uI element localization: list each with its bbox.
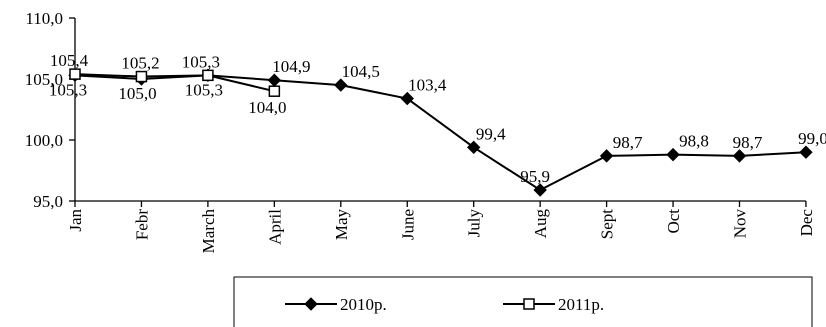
data-label-2010: 105,0 [118, 84, 156, 103]
data-point-2011 [268, 85, 281, 97]
data-point-2011 [69, 68, 81, 80]
x-tick-label: Dec [797, 209, 816, 237]
data-label-2010: 105,3 [49, 80, 87, 99]
data-point-2011 [135, 70, 148, 83]
data-label-2010: 105,3 [185, 80, 223, 99]
data-label-2011: 105,3 [182, 52, 220, 71]
x-tick-label: Oct [664, 209, 683, 234]
data-labels: 105,3 105,0 105,3 104,9 104,5 103,4 99,4 95,9 98… [49, 51, 826, 186]
legend: 2010p. 2011p. [233, 276, 813, 327]
legend-box [233, 276, 813, 327]
y-tick-label: 105,0 [25, 70, 63, 89]
data-label-2010: 104,9 [272, 57, 310, 76]
data-label-2010: 99,0 [798, 129, 826, 148]
x-tick-label: March [199, 209, 218, 254]
legend-label-2010: 2010p. [340, 295, 387, 314]
x-tick-label: Nov [731, 209, 750, 239]
x-tick-label: April [265, 209, 284, 245]
data-point-2010 [799, 145, 813, 159]
data-point-2011 [202, 69, 214, 82]
data-point-2010 [400, 91, 414, 106]
data-label-2010: 95,9 [520, 167, 550, 186]
legend-label-2011: 2011p. [558, 295, 604, 314]
x-tick-label: Febr [132, 209, 151, 241]
data-label-2010: 98,7 [613, 133, 643, 152]
x-tick-label: June [398, 209, 417, 240]
data-label-2010: 98,8 [679, 132, 709, 151]
y-tick-label: 100,0 [25, 131, 63, 150]
data-point-2010 [334, 78, 348, 92]
series-lines [74, 73, 807, 192]
series-markers [68, 68, 813, 197]
data-label-2011: 105,4 [50, 51, 89, 70]
legend-marker-2011 [523, 298, 535, 310]
data-label-2010: 98,7 [733, 133, 763, 152]
data-label-2011: 105,2 [121, 54, 159, 73]
data-point-2010 [466, 140, 481, 155]
data-point-2010 [732, 149, 747, 163]
data-point-2010 [599, 149, 614, 163]
x-tick-label: May [332, 209, 351, 241]
x-tick-label: July [465, 209, 484, 238]
legend-marker-2010 [304, 297, 318, 311]
x-tick-label: Aug [531, 209, 550, 239]
chart-axes: 95,0 100,0 105,0 110,0 Jan Febr March April May J… [25, 9, 816, 253]
x-tick-label: Jan [66, 209, 85, 232]
data-point-2010 [666, 147, 680, 162]
data-label-2011: 104,0 [248, 98, 286, 117]
x-tick-label: Sept [598, 209, 617, 240]
data-label-2010: 99,4 [476, 124, 506, 143]
series-line-2011 [74, 73, 275, 93]
data-label-2010: 104,5 [342, 62, 380, 81]
data-label-2010: 103,4 [408, 76, 447, 95]
data-point-2010 [533, 183, 547, 197]
y-tick-label: 95,0 [33, 192, 63, 211]
y-tick-label: 110,0 [25, 9, 63, 28]
